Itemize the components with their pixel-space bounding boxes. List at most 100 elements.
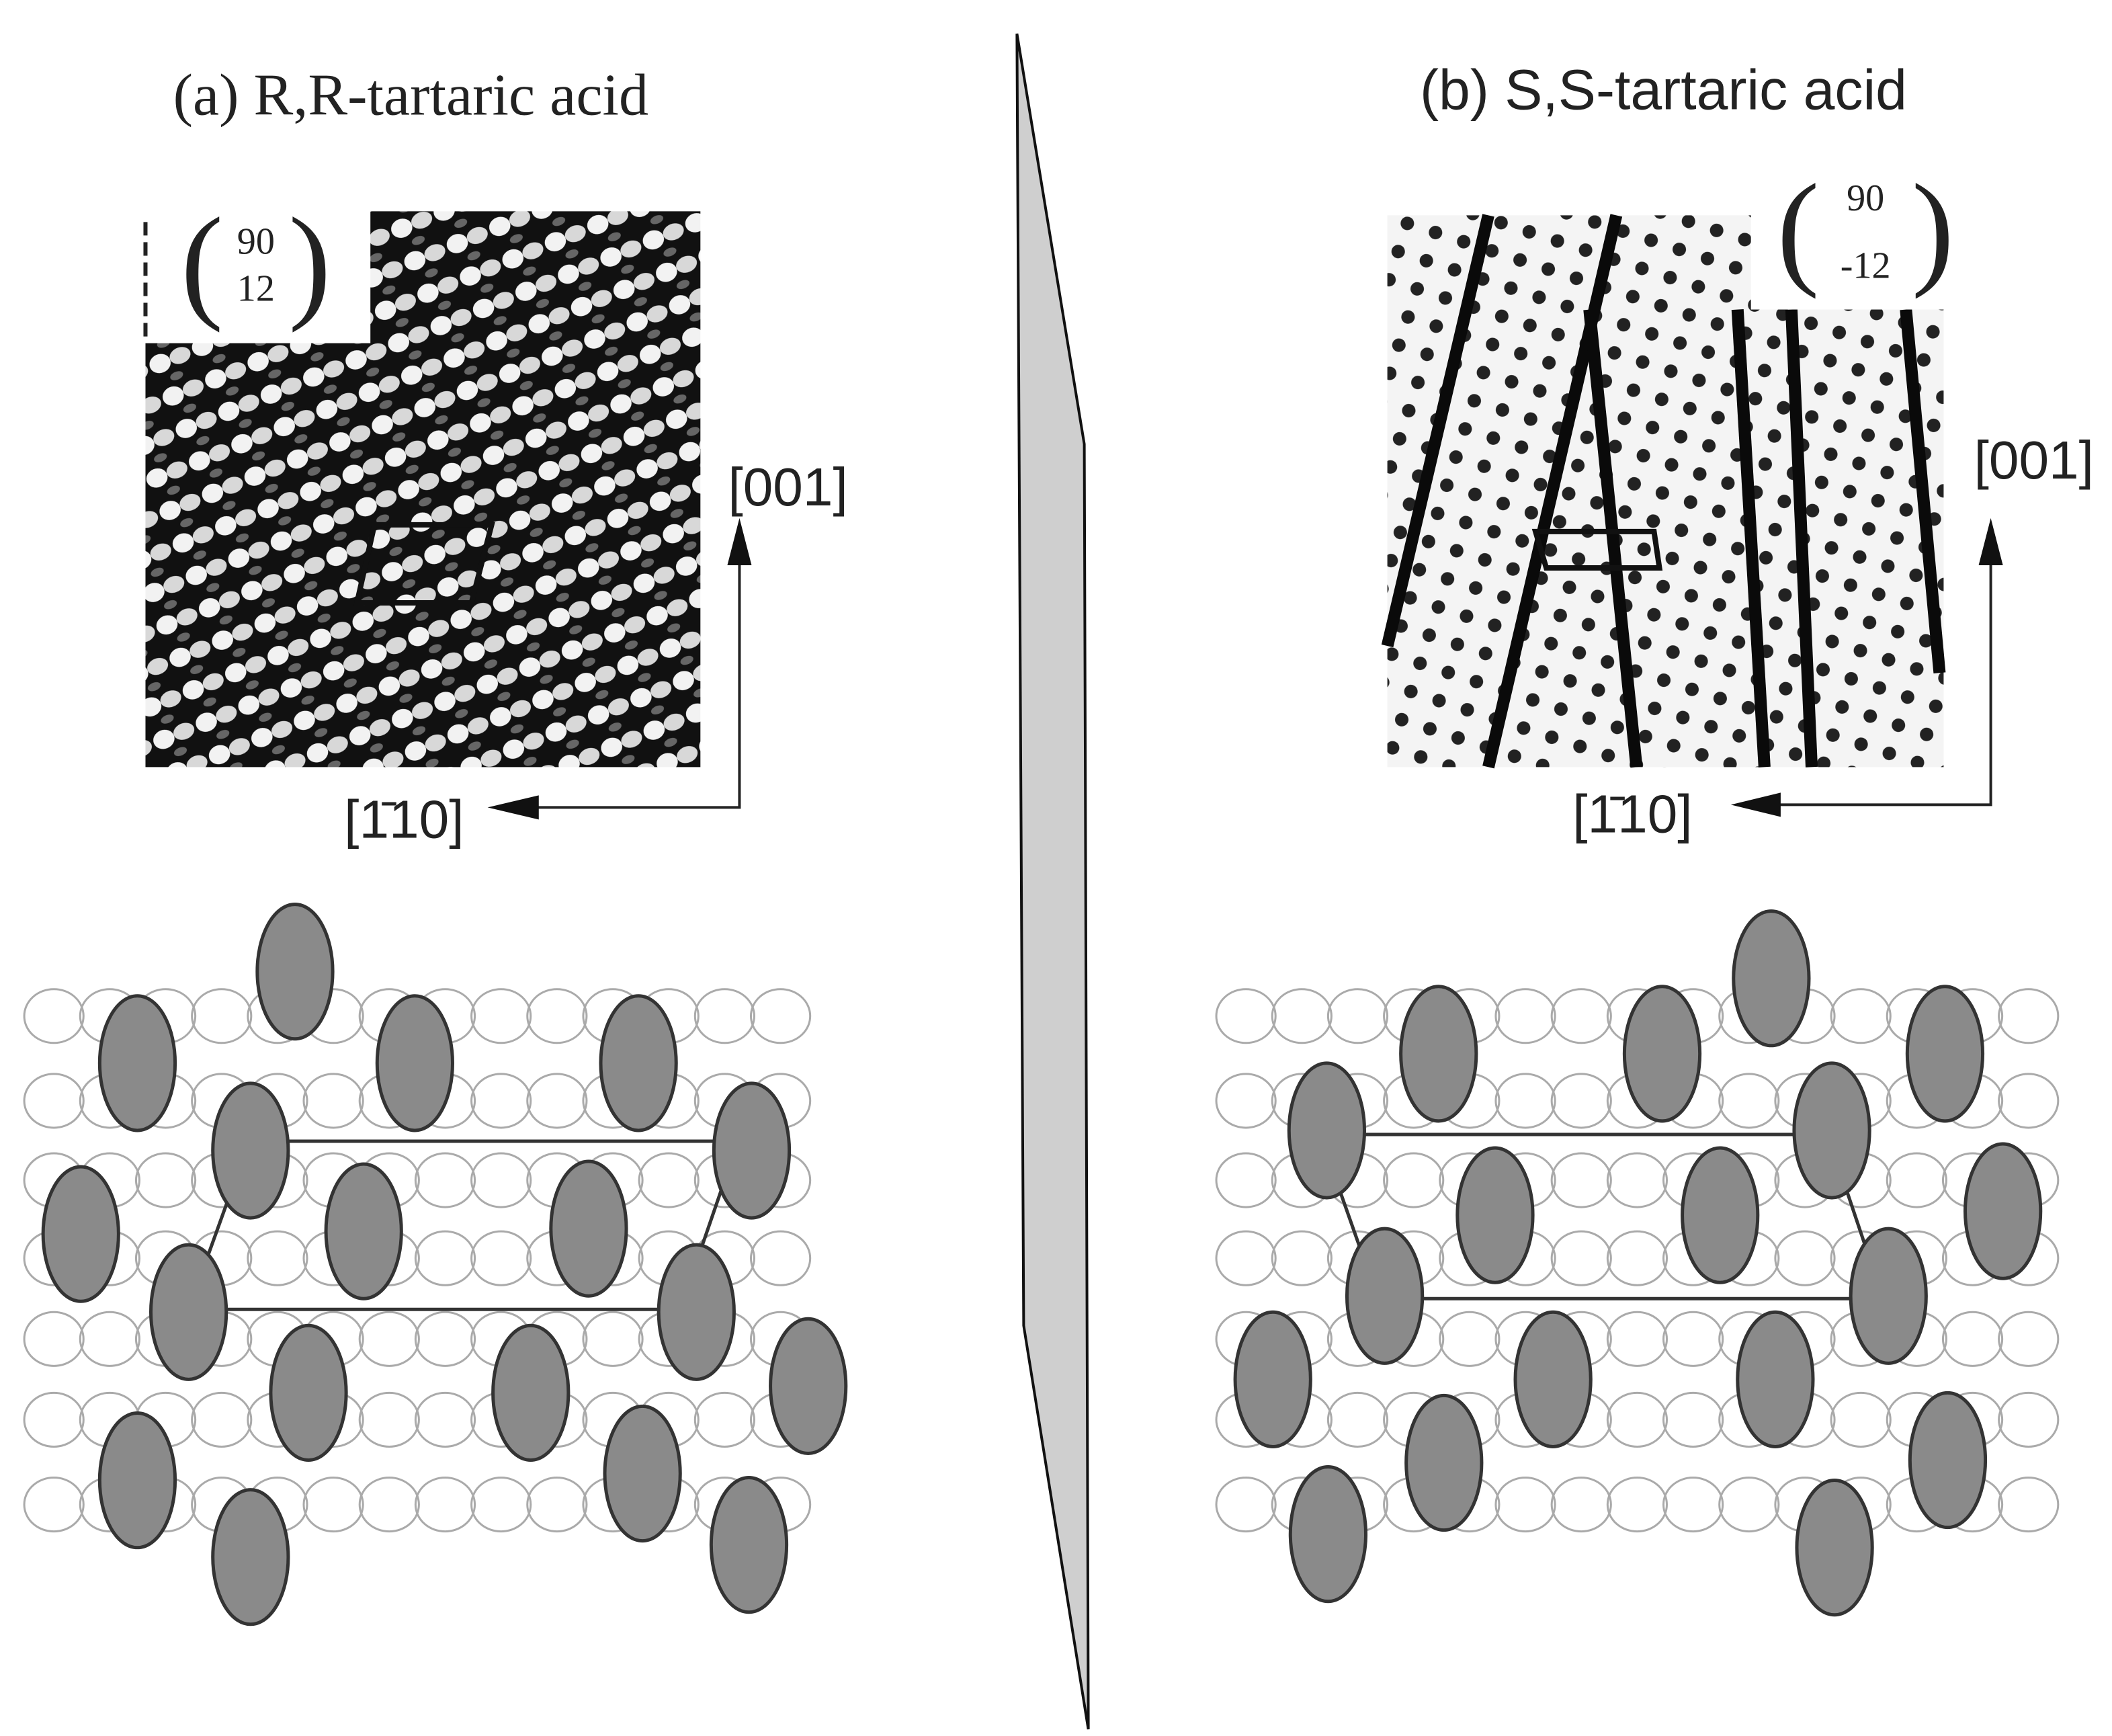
substrate-atom (24, 989, 83, 1043)
molecule (151, 1245, 226, 1379)
panel-a: (a) R,R-tartaric acid ( ) 90 12 [001] [1… (24, 62, 848, 1624)
panel-title: (a) R,R-tartaric acid (173, 62, 648, 128)
substrate-atom (527, 1074, 587, 1128)
molecule (711, 1478, 786, 1612)
molecule (771, 1319, 846, 1453)
substrate-atom (415, 1231, 474, 1285)
substrate-atom (192, 1393, 251, 1446)
axis-label: [001] (1974, 429, 2094, 490)
molecule (326, 1164, 401, 1298)
substrate-atom (472, 1231, 531, 1285)
substrate-atom (1720, 1074, 1779, 1128)
substrate-atom (1607, 1153, 1666, 1207)
substrate-atom (1440, 1312, 1499, 1366)
substrate-atom (1775, 1231, 1834, 1285)
substrate-atom (1216, 1478, 1275, 1532)
substrate-atom (1328, 1393, 1387, 1446)
substrate-atom (1216, 1153, 1275, 1207)
substrate-atom (1999, 1074, 2058, 1128)
substrate-atom (1328, 989, 1387, 1043)
panel-b: (b) S,S-tartaric acid ( ) 90 -12 [001] [… (1216, 58, 2094, 1614)
axis-label: [1̄10] (344, 789, 464, 850)
arrow-head (488, 795, 539, 819)
molecule (1683, 1148, 1758, 1282)
matrix-bottom: 12 (237, 267, 275, 309)
molecule (1910, 1393, 1985, 1527)
substrate-atom (248, 1231, 307, 1285)
molecule (1794, 1063, 1869, 1198)
panel-title: (b) S,S-tartaric acid (1420, 58, 1907, 121)
substrate-atom (1216, 1231, 1275, 1285)
molecule (213, 1490, 288, 1624)
substrate-atom (1831, 989, 1890, 1043)
paren: ) (288, 192, 331, 333)
molecule (1734, 911, 1809, 1046)
substrate-atom (1999, 989, 2058, 1043)
substrate-atom (415, 1478, 474, 1532)
molecule (605, 1406, 680, 1540)
molecule (271, 1325, 346, 1460)
matrix-top: 90 (237, 220, 275, 262)
molecule (43, 1167, 118, 1301)
substrate-atom (527, 989, 587, 1043)
molecule (601, 996, 676, 1130)
substrate-atom (1216, 989, 1275, 1043)
substrate-atom (1943, 1312, 2002, 1366)
molecule (1966, 1144, 2041, 1278)
substrate-atom (1384, 1153, 1443, 1207)
substrate-atom (751, 989, 810, 1043)
paren: ( (181, 192, 223, 333)
substrate-atom (1607, 1478, 1666, 1532)
substrate-atom (304, 1478, 363, 1532)
substrate-atom (695, 1393, 754, 1446)
molecule (213, 1083, 288, 1218)
substrate-atom (527, 1478, 587, 1532)
substrate-atom (360, 1312, 419, 1366)
molecule (551, 1161, 626, 1296)
substrate-atom (1552, 1231, 1611, 1285)
page: (a) R,R-tartaric acid ( ) 90 12 [001] [1… (0, 0, 2112, 1736)
substrate-atom (415, 1393, 474, 1446)
substrate-atom (1831, 1393, 1890, 1446)
stm-image (145, 211, 700, 767)
molecule (1624, 987, 1699, 1121)
arrow-head (1979, 518, 2003, 565)
mirror-plane (1017, 34, 1088, 1729)
substrate-atom (136, 1153, 195, 1207)
substrate-atom (415, 1312, 474, 1366)
molecule (1458, 1148, 1533, 1282)
molecule (1797, 1481, 1872, 1615)
substrate-atom (1999, 1478, 2058, 1532)
substrate-atom (1664, 1393, 1723, 1446)
substrate-atom (24, 1478, 83, 1532)
substrate-atom (1607, 1393, 1666, 1446)
molecule (1851, 1229, 1926, 1363)
axis-label: [001] (728, 456, 847, 517)
substrate-atom (1999, 1393, 2058, 1446)
substrate-atom (1607, 1231, 1666, 1285)
molecule (714, 1083, 789, 1218)
substrate-atom (472, 1478, 531, 1532)
arrow-head (727, 518, 751, 565)
molecule (659, 1245, 734, 1379)
substrate-atom (583, 1312, 642, 1366)
substrate-atom (1552, 1074, 1611, 1128)
substrate-atom (472, 1074, 531, 1128)
molecule (1907, 987, 1982, 1121)
molecule (1289, 1063, 1364, 1198)
molecule (1290, 1467, 1365, 1602)
substrate-atom (1887, 1153, 1946, 1207)
molecule-lattice (24, 905, 846, 1624)
substrate-atom (1272, 1231, 1331, 1285)
figure: (a) R,R-tartaric acid ( ) 90 12 [001] [1… (0, 0, 2112, 1736)
axis-label: [1̄10] (1572, 784, 1692, 844)
substrate-atom (80, 1312, 139, 1366)
molecule (1347, 1229, 1422, 1363)
substrate-atom (192, 989, 251, 1043)
substrate-atom (24, 1312, 83, 1366)
substrate-atom (1607, 1312, 1666, 1366)
substrate-atom (1552, 1478, 1611, 1532)
substrate-atom (1552, 1153, 1611, 1207)
substrate-atom (304, 1074, 363, 1128)
substrate-atom (360, 1478, 419, 1532)
